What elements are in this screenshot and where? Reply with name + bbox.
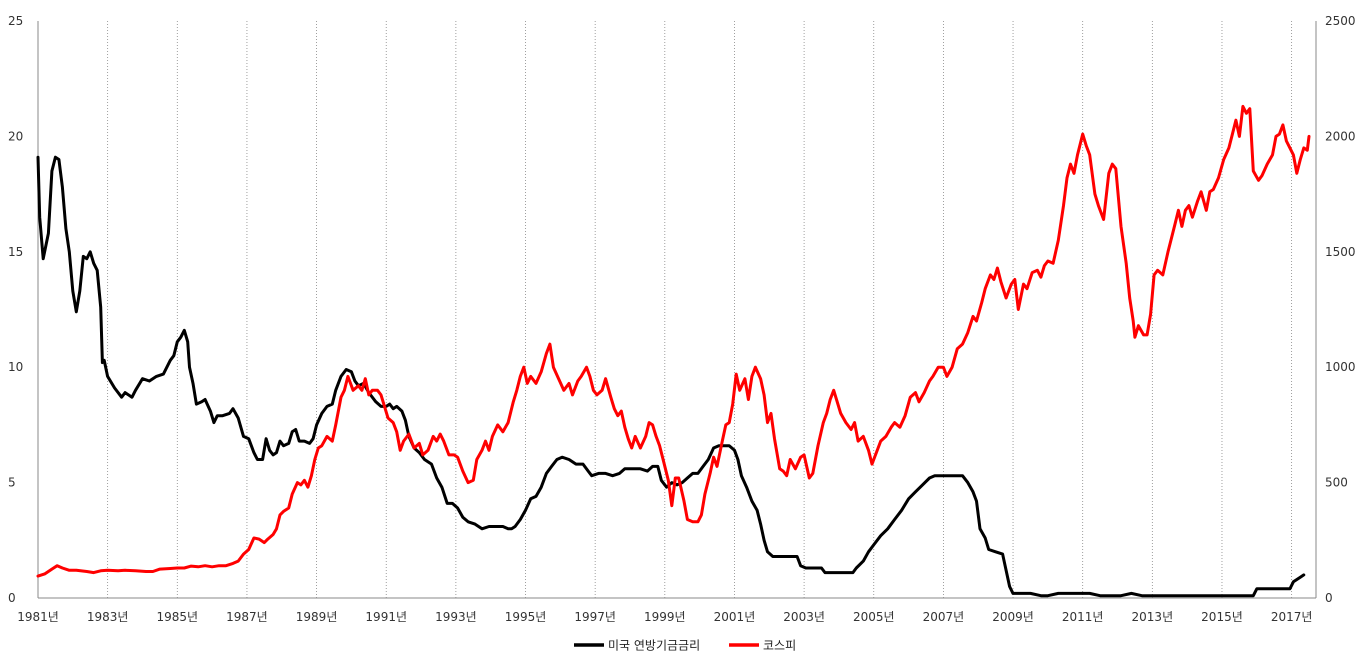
x-tick-label-1989: 1989년 [296, 610, 338, 624]
kospi-line [36, 104, 1311, 578]
right-y-tick-label-0: 0 [1325, 591, 1333, 605]
left-y-tick-label-25: 25 [8, 14, 23, 28]
right-y-tick-label-2500: 2500 [1325, 14, 1356, 28]
x-tick-label-2015: 2015년 [1201, 610, 1243, 624]
fed-funds-rate-line [36, 155, 1306, 598]
x-tick-label-2017: 2017년 [1271, 610, 1313, 624]
x-tick-label-1985: 1985년 [156, 610, 198, 624]
x-tick-label-2001: 2001년 [714, 610, 756, 624]
x-tick-label-1987: 1987년 [226, 610, 268, 624]
right-y-tick-label-2000: 2000 [1325, 129, 1356, 143]
legend-label-kospi: 코스피 [763, 639, 796, 653]
right-y-tick-label-1500: 1500 [1325, 245, 1356, 259]
right-y-tick-label-500: 500 [1325, 476, 1348, 490]
x-tick-label-1983: 1983년 [87, 610, 129, 624]
series-lines [36, 104, 1311, 598]
x-tick-label-1999: 1999년 [644, 610, 686, 624]
legend-label-fed-funds-rate: 미국 연방기금금리 [608, 639, 700, 653]
left-y-tick-label-0: 0 [8, 591, 16, 605]
x-tick-label-2013: 2013년 [1132, 610, 1174, 624]
left-y-tick-label-5: 5 [8, 476, 16, 490]
x-tick-label-2009: 2009년 [992, 610, 1034, 624]
x-tick-label-1997: 1997년 [574, 610, 616, 624]
x-tick-label-1991: 1991년 [365, 610, 407, 624]
right-y-tick-label-1000: 1000 [1325, 360, 1356, 374]
x-tick-label-1993: 1993년 [435, 610, 477, 624]
gridlines [37, 21, 1293, 598]
legend: 미국 연방기금금리 코스피 [574, 639, 796, 653]
x-tick-label-2011: 2011년 [1062, 610, 1104, 624]
left-y-tick-label-10: 10 [8, 360, 23, 374]
left-y-tick-label-15: 15 [8, 245, 23, 259]
x-tick-label-1981: 1981년 [17, 610, 59, 624]
x-tick-label-2005: 2005년 [853, 610, 895, 624]
x-tick-label-2003: 2003년 [783, 610, 825, 624]
left-y-tick-label-20: 20 [8, 129, 23, 143]
x-tick-label-2007: 2007년 [923, 610, 965, 624]
x-tick-label-1995: 1995년 [505, 610, 547, 624]
tick-labels: 1981년 1983년 1985년 1987년 1989년 1991년 1993년 1995년… [8, 14, 1356, 624]
axes [37, 21, 1317, 599]
